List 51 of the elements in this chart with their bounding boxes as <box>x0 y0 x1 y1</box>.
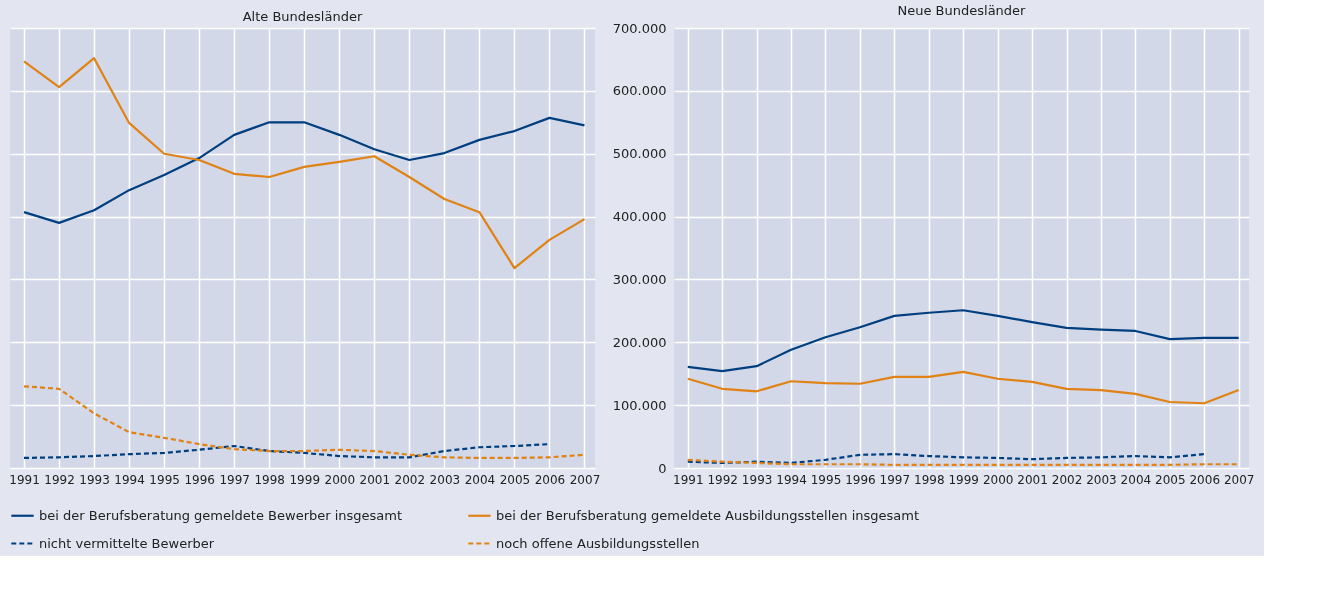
x-tick-label: 1992 <box>44 472 75 487</box>
x-tick-label: 1999 <box>948 472 979 487</box>
x-tick-label: 2003 <box>429 472 461 487</box>
x-tick-label: 1995 <box>810 472 842 487</box>
x-tick-label: 1998 <box>254 472 285 487</box>
line-series <box>686 370 1240 405</box>
legend-label: bei der Berufsberatung gemeldete Bewerber insgesamt <box>39 507 403 523</box>
x-tick-label: 1994 <box>114 472 145 487</box>
chart-title: Neue Bundesländer <box>897 3 1027 18</box>
x-tick-label: 2004 <box>1120 472 1152 487</box>
x-tick-label: 2000 <box>324 472 356 487</box>
x-tick-label: 1993 <box>741 472 773 487</box>
x-tick-label: 1994 <box>776 472 807 487</box>
x-tick-label: 2003 <box>1086 472 1117 487</box>
x-tick-label: 1996 <box>184 472 215 487</box>
x-tick-label: 2001 <box>359 472 391 487</box>
legend-label: bei der Berufsberatung gemeldete Ausbildungsstellen insgesamt <box>496 507 920 523</box>
y-tick-label: 700.000 <box>612 20 667 36</box>
x-tick-label: 2006 <box>1189 472 1221 487</box>
x-tick-label: 1995 <box>149 472 180 487</box>
line-series <box>686 309 1240 373</box>
x-tick-label: 1997 <box>879 472 911 487</box>
y-tick-label: 100.000 <box>612 397 667 413</box>
x-tick-label: 2004 <box>464 472 496 487</box>
y-tick-label: 0 <box>658 460 667 476</box>
x-tick-label: 2005 <box>1155 472 1186 487</box>
x-tick-label: 1991 <box>673 472 704 487</box>
y-tick-label: 600.000 <box>612 83 667 99</box>
x-tick-label: 1993 <box>79 472 110 487</box>
x-tick-label: 2001 <box>1017 472 1048 487</box>
line-series <box>686 453 1206 465</box>
x-tick-label: 1998 <box>914 472 945 487</box>
x-tick-label: 1999 <box>289 472 321 487</box>
x-tick-label: 1997 <box>219 472 250 487</box>
x-tick-label: 2005 <box>499 472 531 487</box>
legend-label: noch offene Ausbildungsstellen <box>496 535 700 551</box>
legend-label: nicht vermittelte Bewerber <box>39 535 215 551</box>
x-tick-label: 2002 <box>1051 472 1083 487</box>
chart-title: Alte Bundesländer <box>242 9 363 24</box>
y-tick-label: 500.000 <box>612 146 667 162</box>
x-tick-label: 2006 <box>534 472 566 487</box>
x-tick-label: 1996 <box>845 472 876 487</box>
x-tick-label: 1991 <box>9 472 40 487</box>
y-tick-label: 300.000 <box>612 271 667 287</box>
x-tick-label: 2007 <box>569 472 601 487</box>
y-tick-label: 400.000 <box>612 209 667 225</box>
x-tick-label: 2002 <box>394 472 426 487</box>
y-tick-label: 200.000 <box>612 334 667 350</box>
x-tick-label: 2000 <box>982 472 1014 487</box>
x-tick-label: 1992 <box>707 472 738 487</box>
x-tick-label: 2007 <box>1223 472 1255 487</box>
